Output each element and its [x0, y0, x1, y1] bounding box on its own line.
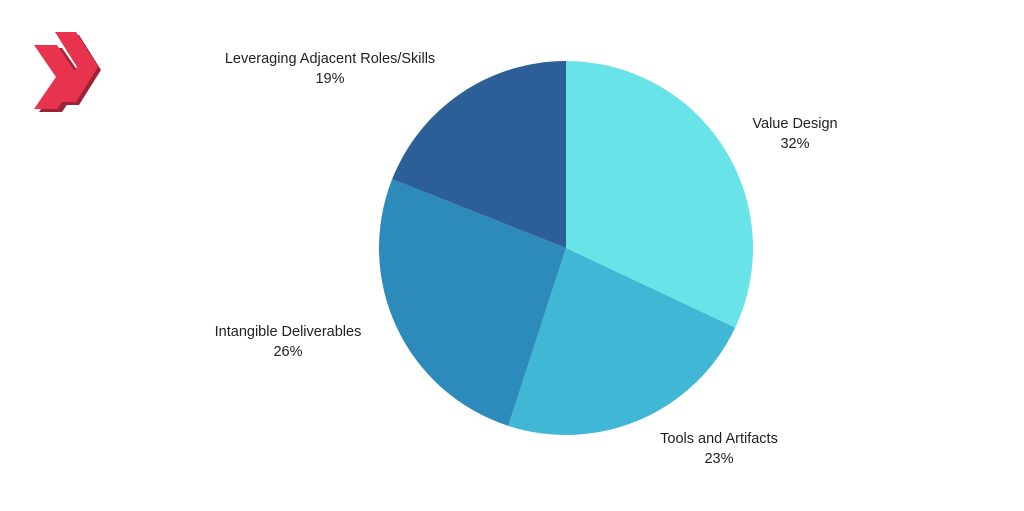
slice-percent-label: 19%: [315, 71, 344, 87]
logo-chevron-back: [55, 32, 98, 102]
pie-slice-leveraging-adjacent-roles-skills: [392, 61, 566, 248]
slice-name-label: Intangible Deliverables: [215, 324, 362, 340]
pie-chart: [379, 61, 753, 435]
slice-name-label: Tools and Artifacts: [660, 431, 778, 447]
slice-percent-label: 32%: [780, 136, 809, 152]
pie-slice-intangible-deliverables: [379, 179, 566, 426]
slice-label-intangible-deliverables: Intangible Deliverables 26%: [215, 324, 362, 360]
slice-name-label: Value Design: [752, 116, 837, 132]
double-chevron-right-icon: [34, 32, 101, 112]
logo-chevron-front: [34, 45, 79, 109]
slice-label-tools-and-artifacts: Tools and Artifacts 23%: [660, 431, 778, 467]
slice-label-leveraging-adjacent-roles-skills: Leveraging Adjacent Roles/Skills 19%: [225, 51, 435, 87]
slice-name-label: Leveraging Adjacent Roles/Skills: [225, 51, 435, 67]
pie-slice-value-design: [566, 61, 753, 328]
slice-label-value-design: Value Design 32%: [752, 116, 837, 152]
slice-percent-label: 26%: [273, 344, 302, 360]
slice-percent-label: 23%: [704, 451, 733, 467]
pie-slice-tools-and-artifacts: [508, 248, 736, 435]
